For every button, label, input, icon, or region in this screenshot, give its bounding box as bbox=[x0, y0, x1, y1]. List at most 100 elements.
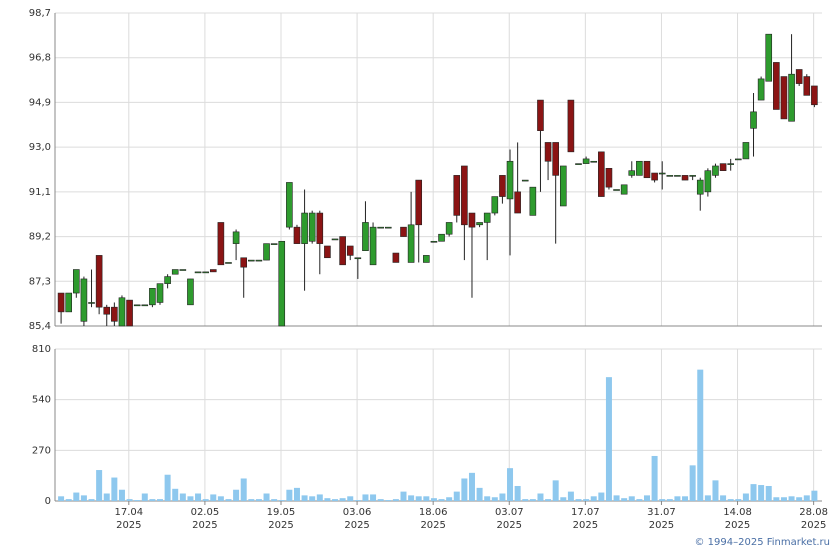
candle-body bbox=[377, 226, 384, 229]
x-tick-sublabel: 2025 bbox=[573, 520, 598, 531]
x-tick-sublabel: 2025 bbox=[649, 520, 674, 531]
volume-bar bbox=[316, 494, 323, 501]
candle-body bbox=[780, 76, 788, 120]
volume-bar bbox=[278, 500, 285, 501]
volume-bar bbox=[567, 491, 574, 501]
candle-body bbox=[225, 262, 232, 264]
candle-body bbox=[80, 278, 88, 322]
candle-body bbox=[803, 76, 811, 96]
volume-bar bbox=[461, 478, 468, 501]
candle-body bbox=[118, 297, 126, 327]
x-tick-sublabel: 2025 bbox=[268, 520, 293, 531]
candle-body bbox=[613, 189, 620, 191]
volume-bar bbox=[392, 499, 399, 501]
volume-bar bbox=[773, 497, 780, 501]
volume-bar bbox=[682, 496, 689, 501]
candle-body bbox=[674, 175, 681, 177]
volume-bar bbox=[796, 497, 803, 501]
candle-body bbox=[141, 304, 149, 307]
candle-body bbox=[126, 299, 133, 327]
volume-bar bbox=[339, 498, 346, 501]
candle-body bbox=[468, 212, 476, 228]
x-tick-label: 31.07 bbox=[647, 507, 676, 518]
candle-body bbox=[187, 278, 194, 306]
volume-bar bbox=[780, 497, 787, 501]
volume-bar bbox=[659, 499, 666, 501]
candle-body bbox=[453, 175, 461, 216]
volume-bar bbox=[58, 496, 65, 501]
candle-body bbox=[346, 245, 354, 256]
volume-bar bbox=[415, 496, 422, 501]
volume-bar bbox=[408, 495, 415, 501]
candle-body bbox=[362, 222, 369, 251]
candle-body bbox=[620, 184, 628, 195]
x-tick-label: 02.05 bbox=[191, 507, 220, 518]
x-tick-sublabel: 2025 bbox=[420, 520, 445, 531]
candle-body bbox=[103, 306, 111, 315]
candle-body bbox=[628, 170, 636, 176]
volume-bar bbox=[149, 499, 156, 501]
volume-bar bbox=[613, 495, 620, 501]
volume-bar bbox=[210, 494, 217, 501]
volume-bar bbox=[347, 496, 354, 501]
candle-body bbox=[773, 62, 780, 110]
x-tick-label: 03.07 bbox=[495, 507, 524, 518]
candle-body bbox=[88, 302, 95, 304]
y-tick-label: 96,8 bbox=[29, 53, 51, 64]
volume-bar bbox=[309, 496, 316, 501]
y-tick-label: 87,3 bbox=[29, 276, 51, 287]
candle-body bbox=[491, 196, 499, 214]
candle-body bbox=[734, 158, 742, 161]
volume-bar bbox=[354, 500, 361, 501]
candle-body bbox=[232, 231, 240, 244]
candle-body bbox=[57, 292, 65, 313]
volume-bar bbox=[400, 491, 407, 501]
volume-bar bbox=[248, 499, 255, 501]
volume-bar bbox=[271, 499, 278, 501]
x-tick-sublabel: 2025 bbox=[497, 520, 522, 531]
volume-bar bbox=[605, 377, 612, 501]
volume-bar bbox=[537, 493, 544, 501]
volume-bar bbox=[788, 496, 795, 501]
candle-body bbox=[331, 238, 339, 241]
candle-body bbox=[750, 111, 757, 129]
volume-bar bbox=[735, 499, 742, 501]
volume-bar bbox=[446, 497, 453, 501]
x-tick-label: 17.04 bbox=[114, 507, 143, 518]
x-tick-sublabel: 2025 bbox=[725, 520, 750, 531]
volume-bar bbox=[240, 478, 247, 501]
volume-bar bbox=[522, 499, 529, 501]
volume-bar bbox=[803, 495, 810, 501]
y-tick-label: 93,0 bbox=[29, 142, 51, 153]
candle-body bbox=[712, 165, 719, 176]
volume-bar bbox=[88, 499, 95, 501]
y-tick-label: 89,2 bbox=[29, 232, 51, 243]
volume-bar bbox=[545, 499, 552, 501]
volume-bar bbox=[758, 485, 765, 501]
candle-body bbox=[149, 288, 156, 306]
volume-bar bbox=[704, 495, 711, 501]
candle-body bbox=[415, 179, 423, 226]
y-tick-label: 91,1 bbox=[29, 187, 51, 198]
volume-bar bbox=[666, 499, 673, 501]
volume-bar bbox=[118, 489, 125, 501]
volume-bar bbox=[727, 499, 734, 501]
candle-body bbox=[369, 226, 377, 266]
candle-body bbox=[598, 151, 605, 197]
y-tick-label: 85,4 bbox=[29, 321, 51, 332]
volume-bar bbox=[484, 496, 491, 501]
x-tick-label: 28.08 bbox=[799, 507, 828, 518]
candle-body bbox=[757, 78, 765, 101]
volume-bar bbox=[286, 489, 293, 501]
candle-body bbox=[308, 212, 316, 242]
volume-bar bbox=[111, 477, 118, 501]
candle-body bbox=[742, 142, 750, 160]
candle-body bbox=[316, 212, 324, 244]
candle-body bbox=[73, 269, 80, 294]
x-tick-label: 19.05 bbox=[267, 507, 296, 518]
y-tick-label: 540 bbox=[32, 395, 51, 406]
volume-bar bbox=[187, 496, 194, 501]
volume-bar bbox=[217, 496, 224, 501]
candle-body bbox=[689, 175, 696, 177]
